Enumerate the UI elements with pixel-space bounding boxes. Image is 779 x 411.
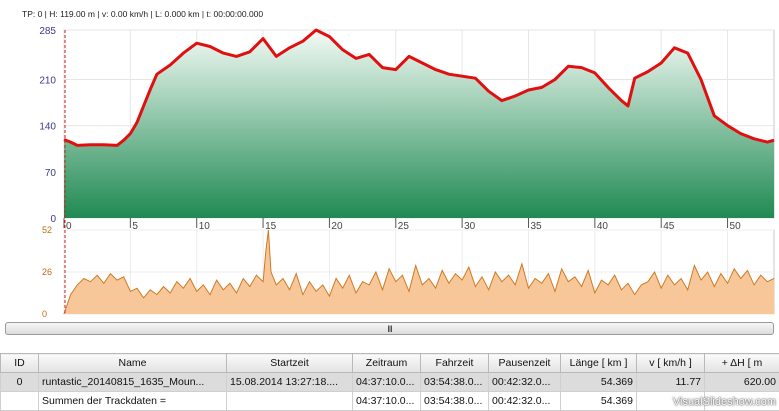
y-tick-label: 140 <box>39 122 56 133</box>
table-row[interactable]: 0 runtastic_20140815_1635_Moun... 15.08.… <box>1 373 779 392</box>
watermark: VisualSlideshow.com <box>673 396 776 408</box>
col-header-name[interactable]: Name <box>39 354 227 373</box>
y-tick-label: 0 <box>50 214 56 225</box>
track-table: ID Name Startzeit Zeitraum Fahrzeit Paus… <box>0 353 779 411</box>
y-tick-label: 26 <box>42 267 52 277</box>
elevation-y-ticks: 0 70 140 210 285 <box>39 26 56 225</box>
y-tick-label: 52 <box>42 225 52 235</box>
cell-elevation-gain: 620.00 <box>705 373 779 392</box>
y-tick-label: 285 <box>39 26 56 37</box>
col-header-laenge[interactable]: Länge [ km ] <box>561 354 637 373</box>
cell-laenge: 54.369 <box>561 392 637 411</box>
col-header-fahrzeit[interactable]: Fahrzeit <box>421 354 489 373</box>
col-header-startzeit[interactable]: Startzeit <box>227 354 353 373</box>
cell-fahrzeit: 03:54:38.0... <box>421 373 489 392</box>
table-row-summary[interactable]: Summen der Trackdaten = 04:37:10.0... 03… <box>1 392 779 411</box>
col-header-id[interactable]: ID <box>1 354 39 373</box>
table-header-row: ID Name Startzeit Zeitraum Fahrzeit Paus… <box>1 354 779 373</box>
horizontal-scrollbar[interactable]: III <box>5 322 774 335</box>
col-header-elevation-gain[interactable]: + ΔH [ m <box>705 354 779 373</box>
scrollbar-grip[interactable]: III <box>387 323 392 335</box>
cell-id: 0 <box>1 373 39 392</box>
cell-startzeit: 15.08.2014 13:27:18.... <box>227 373 353 392</box>
cell-name: Summen der Trackdaten = <box>39 392 227 411</box>
col-header-speed[interactable]: v [ km/h ] <box>637 354 705 373</box>
y-tick-label: 210 <box>39 75 56 86</box>
cell-name: runtastic_20140815_1635_Moun... <box>39 373 227 392</box>
cell-zeitraum: 04:37:10.0... <box>353 373 421 392</box>
cell-zeitraum: 04:37:10.0... <box>353 392 421 411</box>
cell-pausenzeit: 00:42:32.0... <box>489 373 561 392</box>
cell-laenge: 54.369 <box>561 373 637 392</box>
y-tick-label: 0 <box>42 309 47 319</box>
cell-pausenzeit: 00:42:32.0... <box>489 392 561 411</box>
speed-y-ticks: 0 26 52 <box>42 225 52 319</box>
cell-fahrzeit: 03:54:38.0... <box>421 392 489 411</box>
col-header-pausenzeit[interactable]: Pausenzeit <box>489 354 561 373</box>
cell-startzeit <box>227 392 353 411</box>
cell-id <box>1 392 39 411</box>
cell-speed: 11.77 <box>637 373 705 392</box>
y-tick-label: 70 <box>45 168 57 179</box>
col-header-zeitraum[interactable]: Zeitraum <box>353 354 421 373</box>
